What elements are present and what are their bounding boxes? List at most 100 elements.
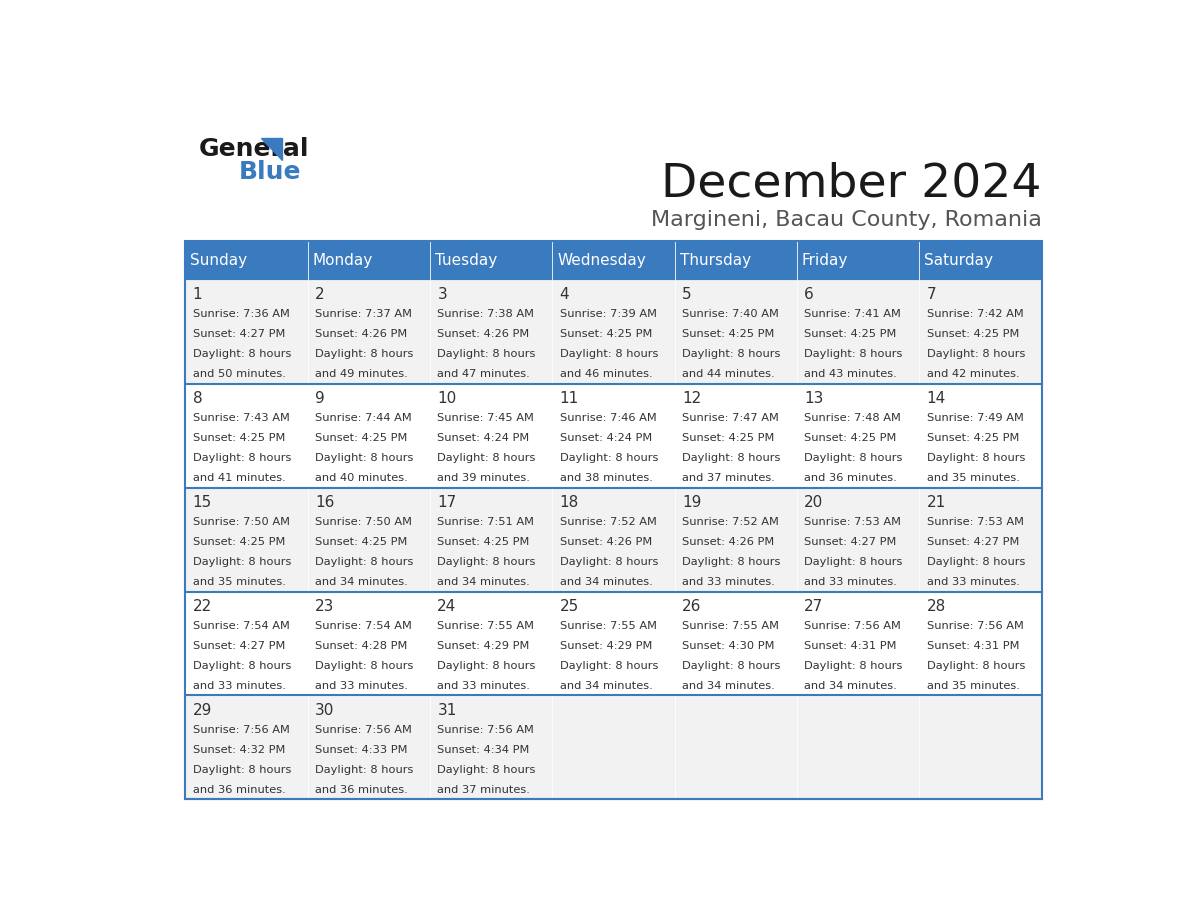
Text: and 34 minutes.: and 34 minutes. [560, 577, 652, 587]
Text: 13: 13 [804, 391, 823, 406]
Text: Sunset: 4:26 PM: Sunset: 4:26 PM [315, 330, 407, 340]
Text: 14: 14 [927, 391, 946, 406]
Bar [185, 241, 1042, 800]
Text: Daylight: 8 hours: Daylight: 8 hours [560, 661, 658, 671]
Text: 7: 7 [927, 286, 936, 302]
Text: Daylight: 8 hours: Daylight: 8 hours [192, 661, 291, 671]
Bar [430, 384, 552, 487]
Text: Sunset: 4:25 PM: Sunset: 4:25 PM [804, 330, 897, 340]
Bar [308, 241, 430, 280]
Text: Sunrise: 7:55 AM: Sunrise: 7:55 AM [437, 621, 535, 632]
Text: Sunset: 4:27 PM: Sunset: 4:27 PM [804, 537, 897, 547]
Text: Daylight: 8 hours: Daylight: 8 hours [192, 349, 291, 359]
Text: Daylight: 8 hours: Daylight: 8 hours [437, 453, 536, 463]
Bar [797, 487, 920, 591]
Text: Sunset: 4:27 PM: Sunset: 4:27 PM [927, 537, 1019, 547]
Bar [797, 591, 920, 696]
Text: and 34 minutes.: and 34 minutes. [560, 680, 652, 690]
Text: 3: 3 [437, 286, 447, 302]
Text: Sunset: 4:25 PM: Sunset: 4:25 PM [315, 433, 407, 443]
Text: Sunset: 4:25 PM: Sunset: 4:25 PM [192, 537, 285, 547]
Text: and 35 minutes.: and 35 minutes. [927, 680, 1019, 690]
Text: Daylight: 8 hours: Daylight: 8 hours [315, 557, 413, 567]
Text: and 35 minutes.: and 35 minutes. [192, 577, 285, 587]
Text: and 33 minutes.: and 33 minutes. [804, 577, 897, 587]
Text: Sunrise: 7:41 AM: Sunrise: 7:41 AM [804, 309, 902, 319]
Text: Sunrise: 7:39 AM: Sunrise: 7:39 AM [560, 309, 657, 319]
Bar [675, 591, 797, 696]
Text: Sunrise: 7:56 AM: Sunrise: 7:56 AM [315, 725, 412, 735]
Bar [797, 384, 920, 487]
Text: Sunset: 4:30 PM: Sunset: 4:30 PM [682, 641, 775, 651]
Text: Daylight: 8 hours: Daylight: 8 hours [437, 765, 536, 775]
Text: and 50 minutes.: and 50 minutes. [192, 369, 285, 379]
Text: Sunset: 4:25 PM: Sunset: 4:25 PM [927, 433, 1019, 443]
Bar [430, 487, 552, 591]
Text: Daylight: 8 hours: Daylight: 8 hours [437, 349, 536, 359]
Text: Daylight: 8 hours: Daylight: 8 hours [682, 557, 781, 567]
Text: Sunrise: 7:55 AM: Sunrise: 7:55 AM [560, 621, 657, 632]
Bar [430, 280, 552, 384]
Bar [920, 280, 1042, 384]
Text: and 33 minutes.: and 33 minutes. [192, 680, 285, 690]
Bar [920, 241, 1042, 280]
Bar [552, 384, 675, 487]
Text: Daylight: 8 hours: Daylight: 8 hours [927, 661, 1025, 671]
Bar [308, 591, 430, 696]
Text: 22: 22 [192, 599, 211, 613]
Text: Monday: Monday [312, 252, 373, 268]
Text: and 36 minutes.: and 36 minutes. [804, 473, 897, 483]
Polygon shape [261, 139, 282, 160]
Text: Sunset: 4:32 PM: Sunset: 4:32 PM [192, 744, 285, 755]
Text: Sunset: 4:29 PM: Sunset: 4:29 PM [560, 641, 652, 651]
Bar [552, 280, 675, 384]
Text: Daylight: 8 hours: Daylight: 8 hours [315, 349, 413, 359]
Text: Daylight: 8 hours: Daylight: 8 hours [804, 557, 903, 567]
Text: 8: 8 [192, 391, 202, 406]
Bar [920, 591, 1042, 696]
Text: Sunrise: 7:36 AM: Sunrise: 7:36 AM [192, 309, 290, 319]
Text: Sunset: 4:24 PM: Sunset: 4:24 PM [560, 433, 652, 443]
Text: and 34 minutes.: and 34 minutes. [682, 680, 775, 690]
Text: 1: 1 [192, 286, 202, 302]
Bar [552, 241, 675, 280]
Text: and 43 minutes.: and 43 minutes. [804, 369, 897, 379]
Text: and 34 minutes.: and 34 minutes. [804, 680, 897, 690]
Text: 12: 12 [682, 391, 701, 406]
Text: and 33 minutes.: and 33 minutes. [315, 680, 407, 690]
Text: December 2024: December 2024 [661, 162, 1042, 207]
Text: Sunrise: 7:50 AM: Sunrise: 7:50 AM [192, 518, 290, 527]
Text: 5: 5 [682, 286, 691, 302]
Text: 26: 26 [682, 599, 701, 613]
Text: 6: 6 [804, 286, 814, 302]
Text: 11: 11 [560, 391, 579, 406]
Text: Daylight: 8 hours: Daylight: 8 hours [927, 557, 1025, 567]
Text: 17: 17 [437, 495, 456, 509]
Text: Margineni, Bacau County, Romania: Margineni, Bacau County, Romania [651, 209, 1042, 230]
Text: General: General [200, 137, 310, 161]
Text: Thursday: Thursday [680, 252, 751, 268]
Text: Sunrise: 7:51 AM: Sunrise: 7:51 AM [437, 518, 535, 527]
Text: Daylight: 8 hours: Daylight: 8 hours [437, 661, 536, 671]
Text: 15: 15 [192, 495, 211, 509]
Text: Sunset: 4:25 PM: Sunset: 4:25 PM [437, 537, 530, 547]
Text: and 36 minutes.: and 36 minutes. [315, 785, 407, 794]
Text: and 33 minutes.: and 33 minutes. [927, 577, 1019, 587]
Bar [675, 696, 797, 800]
Bar [308, 384, 430, 487]
Text: 27: 27 [804, 599, 823, 613]
Text: Sunrise: 7:40 AM: Sunrise: 7:40 AM [682, 309, 779, 319]
Text: Saturday: Saturday [924, 252, 993, 268]
Bar [185, 696, 308, 800]
Text: Sunset: 4:27 PM: Sunset: 4:27 PM [192, 330, 285, 340]
Text: Sunset: 4:26 PM: Sunset: 4:26 PM [437, 330, 530, 340]
Text: 23: 23 [315, 599, 334, 613]
Text: Sunset: 4:24 PM: Sunset: 4:24 PM [437, 433, 530, 443]
Text: Daylight: 8 hours: Daylight: 8 hours [315, 765, 413, 775]
Text: Sunrise: 7:50 AM: Sunrise: 7:50 AM [315, 518, 412, 527]
Text: Sunset: 4:29 PM: Sunset: 4:29 PM [437, 641, 530, 651]
Text: Sunset: 4:25 PM: Sunset: 4:25 PM [192, 433, 285, 443]
Text: 9: 9 [315, 391, 324, 406]
Text: Sunset: 4:26 PM: Sunset: 4:26 PM [682, 537, 775, 547]
Text: Sunrise: 7:56 AM: Sunrise: 7:56 AM [192, 725, 290, 735]
